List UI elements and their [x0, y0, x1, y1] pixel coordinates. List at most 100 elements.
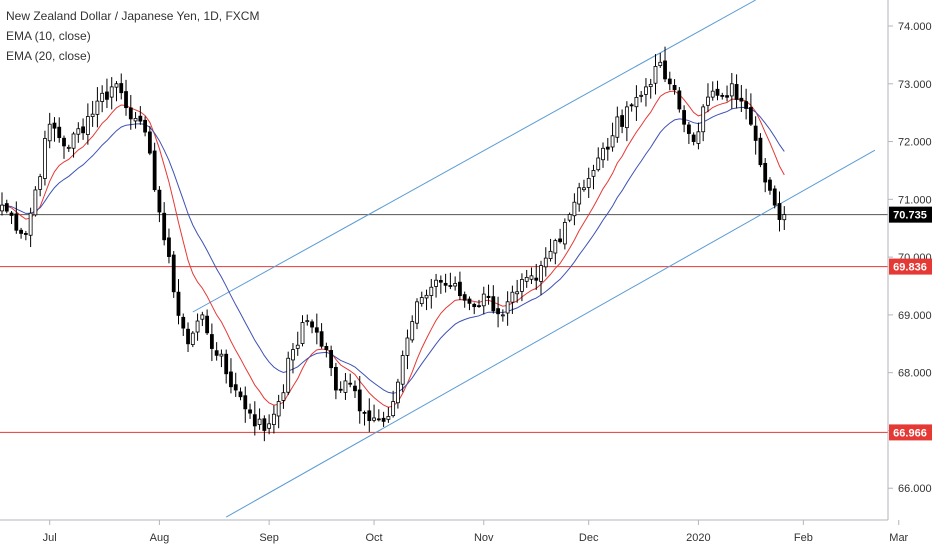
candle-body	[610, 135, 615, 148]
chart-title[interactable]: New Zealand Dollar / Japanese Yen, 1D, F…	[6, 9, 260, 23]
candle-body	[90, 113, 95, 117]
candle-body	[186, 328, 190, 345]
x-tick-label: Mar	[889, 532, 908, 544]
candle-body	[105, 91, 109, 100]
channel-lines-layer	[192, 0, 876, 518]
candle-body	[128, 107, 133, 120]
candle-body	[720, 95, 725, 97]
candle-body	[238, 391, 243, 398]
price-badges: 69.836 66.966 70.735	[889, 206, 932, 441]
candle-body	[200, 314, 205, 320]
candle-body	[333, 366, 338, 391]
candle-body	[152, 150, 157, 191]
candle-body	[481, 293, 486, 307]
candle-body	[434, 279, 438, 287]
candle-body	[644, 86, 648, 95]
candle-body	[410, 321, 415, 341]
candle-body	[658, 61, 663, 66]
candle-body	[57, 126, 62, 138]
candle-body	[81, 126, 85, 134]
candle-body	[624, 106, 629, 129]
candle-body	[319, 331, 324, 347]
candle-body	[453, 283, 458, 287]
candle-body	[143, 119, 148, 133]
candle-body	[744, 101, 749, 109]
candle-body	[443, 282, 448, 286]
candle-body	[367, 410, 372, 422]
candle-body	[472, 303, 477, 308]
candle-body	[539, 265, 543, 282]
candle-body	[353, 385, 357, 392]
candle-body	[529, 275, 534, 280]
candle-body	[71, 133, 76, 149]
candle-body	[291, 349, 295, 361]
candle-body	[224, 353, 229, 375]
legend-ema-10[interactable]: EMA (10, close)	[6, 29, 91, 43]
candle-body	[710, 90, 715, 98]
candle-body	[629, 104, 634, 107]
candle-body	[181, 316, 186, 329]
candle-body	[577, 187, 582, 205]
channel-upper-line	[192, 0, 756, 313]
candle-body	[677, 90, 682, 110]
candle-body	[357, 389, 362, 412]
current-price-label: 70.735	[893, 210, 927, 222]
candle-body	[696, 131, 701, 144]
candle-body	[515, 291, 520, 295]
candle-body	[543, 257, 548, 268]
y-axis[interactable]: 74.00073.00072.00071.00070.00069.00068.0…	[888, 21, 932, 495]
candle-body	[133, 118, 138, 122]
candle-body	[76, 128, 81, 135]
candle-body	[214, 350, 219, 356]
candle-body	[229, 371, 233, 388]
candle-body	[329, 350, 334, 369]
candle-body	[415, 301, 419, 324]
x-axis[interactable]: Jul Aug Sep Oct Nov Dec 2020 Feb Mar	[43, 520, 909, 544]
candle-body	[252, 414, 257, 427]
candle-body	[601, 147, 605, 161]
candle-body	[243, 395, 248, 410]
candle-body	[267, 423, 272, 429]
candle-body	[14, 213, 19, 231]
candle-body	[233, 384, 238, 391]
candle-body	[33, 189, 38, 216]
candle-body	[596, 157, 601, 171]
candle-body	[47, 123, 52, 142]
candle-body	[38, 176, 43, 190]
candle-body	[324, 345, 329, 350]
y-tick-label: 68.000	[898, 368, 932, 380]
candle-body	[648, 83, 653, 88]
candle-body	[620, 115, 624, 127]
legend-ema-20[interactable]: EMA (20, close)	[6, 49, 91, 63]
candle-body	[286, 357, 291, 393]
candle-body	[672, 85, 677, 91]
candle-body	[748, 107, 753, 125]
candle-body	[729, 83, 734, 97]
candle-body	[605, 146, 610, 150]
candle-body	[248, 409, 252, 414]
candle-body	[362, 411, 367, 414]
candle-body	[338, 388, 343, 391]
x-tick-label: Dec	[579, 532, 599, 544]
candle-body	[281, 392, 286, 401]
candle-body	[100, 92, 105, 102]
level-0-badge	[889, 258, 932, 275]
candle-body	[23, 233, 28, 235]
candle-body	[0, 204, 4, 212]
candle-body	[19, 229, 23, 234]
candle-body	[43, 138, 47, 179]
candle-body	[438, 279, 443, 283]
x-tick-label: Nov	[474, 532, 494, 544]
candle-body	[109, 86, 114, 98]
candle-body	[424, 294, 429, 299]
candle-body	[167, 237, 171, 257]
candle-body	[505, 301, 510, 314]
x-tick-label: Jul	[43, 532, 57, 544]
candle-body	[157, 189, 162, 213]
candle-body	[534, 277, 539, 281]
candle-body	[586, 177, 591, 188]
candle-body	[548, 250, 553, 260]
y-tick-label: 72.000	[898, 137, 932, 149]
